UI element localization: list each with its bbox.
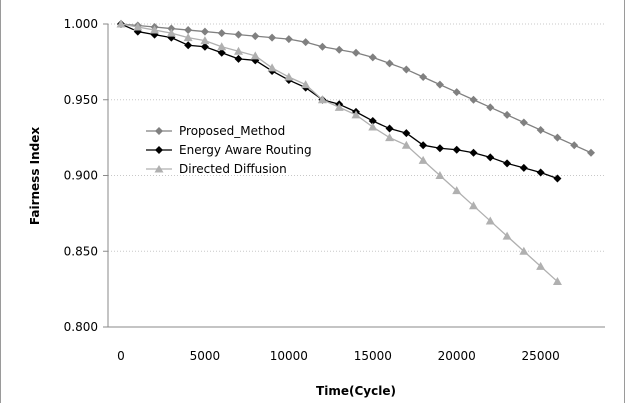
legend-marker-energy-aware: [155, 146, 163, 154]
data-point[interactable]: [401, 140, 411, 149]
data-point[interactable]: [368, 53, 377, 62]
legend-label-energy-aware: Energy Aware Routing: [179, 143, 312, 157]
data-point[interactable]: [385, 59, 394, 68]
data-point[interactable]: [419, 73, 428, 82]
y-axis-title: Fairness Index: [28, 127, 42, 226]
data-point[interactable]: [284, 35, 293, 44]
data-point[interactable]: [217, 42, 227, 51]
data-point[interactable]: [133, 22, 143, 31]
series-2: [116, 19, 562, 286]
y-ticks: 0.800 0.850 0.900 0.950 1.000: [64, 17, 108, 334]
data-point[interactable]: [251, 32, 260, 41]
data-point[interactable]: [250, 51, 260, 60]
data-point[interactable]: [234, 46, 243, 55]
data-point[interactable]: [385, 133, 395, 142]
y-tick-label: 0.900: [64, 169, 98, 183]
data-point[interactable]: [200, 42, 209, 51]
data-point[interactable]: [351, 110, 361, 119]
data-point[interactable]: [485, 216, 495, 225]
data-point[interactable]: [418, 155, 428, 164]
data-point[interactable]: [587, 148, 595, 157]
data-point[interactable]: [166, 28, 176, 37]
data-point[interactable]: [352, 48, 360, 57]
data-point[interactable]: [469, 201, 478, 210]
data-point[interactable]: [234, 30, 243, 39]
data-point[interactable]: [452, 145, 461, 154]
data-point[interactable]: [402, 65, 411, 74]
data-point[interactable]: [452, 186, 462, 195]
legend-item-proposed[interactable]: Proposed_Method: [146, 124, 285, 138]
data-point[interactable]: [452, 88, 461, 97]
data-point[interactable]: [200, 27, 209, 36]
data-point[interactable]: [301, 38, 310, 47]
legend-marker-directed-diffusion: [154, 165, 164, 173]
data-point[interactable]: [469, 95, 478, 104]
data-point[interactable]: [536, 261, 546, 270]
data-point[interactable]: [536, 168, 545, 177]
y-tick-label: 0.850: [64, 244, 98, 258]
data-point[interactable]: [519, 246, 529, 255]
data-point[interactable]: [200, 36, 210, 45]
data-point[interactable]: [318, 42, 327, 51]
data-point[interactable]: [334, 102, 344, 111]
series-layer: [116, 19, 595, 286]
x-axis-title: Time(Cycle): [316, 384, 396, 398]
legend-label-proposed: Proposed_Method: [179, 124, 285, 138]
data-point[interactable]: [317, 95, 327, 104]
x-tick-label: 25000: [522, 349, 560, 363]
data-point[interactable]: [217, 29, 226, 38]
data-point[interactable]: [402, 129, 411, 138]
data-point[interactable]: [486, 153, 495, 162]
data-point[interactable]: [552, 277, 562, 286]
x-tick-label: 20000: [438, 349, 476, 363]
x-tick-label: 15000: [354, 349, 392, 363]
data-point[interactable]: [503, 159, 512, 168]
data-point[interactable]: [184, 41, 193, 50]
data-point[interactable]: [435, 171, 445, 179]
x-tick-label: 5000: [190, 349, 221, 363]
data-point[interactable]: [419, 141, 428, 150]
y-tick-label: 0.950: [64, 93, 98, 107]
data-point[interactable]: [184, 26, 193, 35]
data-point[interactable]: [385, 124, 394, 133]
data-point[interactable]: [301, 80, 311, 89]
data-point[interactable]: [570, 141, 579, 150]
legend-label-directed-diffusion: Directed Diffusion: [179, 162, 287, 176]
data-point[interactable]: [267, 63, 277, 72]
data-point[interactable]: [368, 122, 378, 131]
x-tick-label: 10000: [270, 349, 308, 363]
data-point[interactable]: [217, 48, 226, 57]
legend-item-energy-aware[interactable]: Energy Aware Routing: [146, 143, 312, 157]
y-tick-label: 1.000: [64, 17, 98, 31]
data-point[interactable]: [536, 126, 545, 135]
data-point[interactable]: [284, 72, 294, 81]
data-point[interactable]: [435, 144, 444, 153]
y-tick-label: 0.800: [64, 320, 98, 334]
data-point[interactable]: [469, 148, 478, 157]
x-ticks: 0 5000 10000 15000 20000 25000: [117, 349, 560, 363]
data-point[interactable]: [150, 25, 160, 34]
series-1: [117, 20, 562, 183]
data-point[interactable]: [519, 163, 528, 172]
data-point[interactable]: [553, 133, 562, 142]
legend-item-directed-diffusion[interactable]: Directed Diffusion: [146, 162, 287, 176]
data-point[interactable]: [234, 54, 243, 63]
data-point[interactable]: [116, 19, 126, 28]
data-point[interactable]: [503, 110, 512, 119]
data-point[interactable]: [486, 103, 495, 112]
data-point[interactable]: [183, 33, 193, 42]
data-point[interactable]: [335, 45, 344, 54]
data-point[interactable]: [268, 33, 277, 42]
data-point[interactable]: [167, 24, 176, 33]
x-tick-label: 0: [117, 349, 125, 363]
data-point[interactable]: [502, 231, 512, 240]
data-point[interactable]: [435, 80, 444, 89]
data-point[interactable]: [553, 174, 562, 183]
data-point[interactable]: [368, 116, 377, 125]
legend: Proposed_Method Energy Aware Routing Dir…: [146, 124, 312, 176]
legend-marker-proposed: [155, 127, 163, 135]
data-point[interactable]: [519, 118, 528, 127]
